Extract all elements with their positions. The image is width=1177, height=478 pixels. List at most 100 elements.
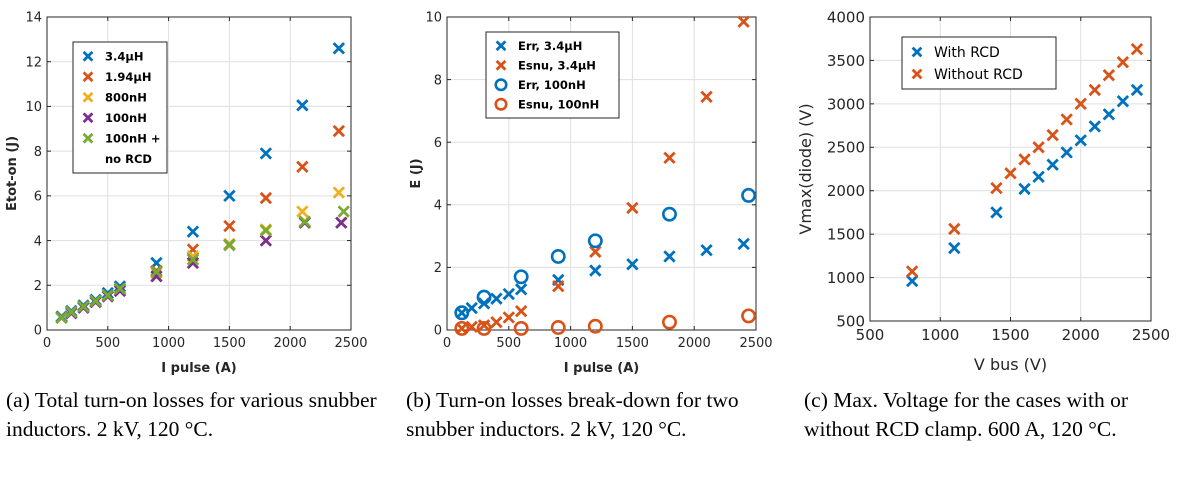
data-point bbox=[476, 320, 492, 336]
data-point bbox=[1074, 134, 1087, 147]
legend: Err, 3.4μH Esnu, 3.4μH Err, 100nH Esnu, 100… bbox=[485, 31, 620, 119]
data-point bbox=[113, 284, 127, 298]
data-point bbox=[990, 206, 1003, 219]
legend-label: 100nH + bbox=[105, 131, 160, 145]
chart-panel-a: 0 500 1000 1500 2000 2500 0 2 4 6 8 10 12 14 I pulse (… bbox=[0, 0, 395, 380]
x-tick-label: 0 bbox=[443, 336, 451, 351]
plot-frame bbox=[46, 16, 352, 331]
chart-b: 0 500 1000 1500 2000 2500 0 2 4 6 8 10 I pulse (A) E … bbox=[409, 11, 773, 376]
data-point bbox=[296, 205, 309, 218]
x-tick-label: 500 bbox=[856, 326, 885, 344]
y-tick-label: 6 bbox=[34, 190, 42, 205]
y-tick-label: 14 bbox=[25, 11, 42, 26]
data-point bbox=[186, 256, 200, 270]
data-point bbox=[1130, 83, 1144, 97]
legend-marker bbox=[494, 78, 508, 92]
legend-marker bbox=[82, 71, 94, 83]
legend-label: Esnu, 100nH bbox=[518, 97, 599, 111]
legend-marker bbox=[82, 50, 94, 62]
y-tick-label: 500 bbox=[836, 312, 865, 330]
data-point bbox=[741, 308, 757, 324]
x-tick-label: 2000 bbox=[1062, 326, 1100, 344]
data-point bbox=[1018, 153, 1031, 166]
data-point bbox=[186, 253, 200, 266]
data-point bbox=[905, 274, 919, 288]
legend-marker bbox=[911, 46, 923, 58]
data-point bbox=[298, 215, 311, 228]
legend-label: no RCD bbox=[105, 152, 152, 166]
data-point bbox=[905, 265, 919, 278]
data-point bbox=[259, 147, 273, 160]
data-point bbox=[662, 206, 677, 222]
data-point bbox=[454, 320, 470, 336]
legend-label: With RCD bbox=[934, 45, 1000, 61]
x-axis-label: I pulse (A) bbox=[564, 361, 639, 376]
x-tick-label: 2500 bbox=[334, 336, 367, 351]
legend-label: Esnu, 3.4μH bbox=[518, 58, 596, 72]
data-point bbox=[1116, 95, 1130, 108]
data-point bbox=[223, 219, 236, 233]
data-point bbox=[626, 201, 639, 215]
data-point bbox=[296, 160, 309, 173]
y-tick-label: 10 bbox=[25, 100, 42, 115]
data-point bbox=[1046, 158, 1059, 171]
data-point bbox=[337, 205, 350, 218]
x-tick-label: 1500 bbox=[616, 336, 649, 351]
caption-a-text: (a) Total turn-on losses for various snu… bbox=[6, 388, 377, 441]
y-tick-label: 8 bbox=[434, 73, 442, 88]
series-3 bbox=[55, 216, 348, 324]
series-1 bbox=[905, 42, 1144, 278]
x-tick-label: 2500 bbox=[1132, 326, 1170, 344]
data-point bbox=[589, 245, 602, 258]
data-point bbox=[454, 305, 470, 321]
data-point bbox=[737, 15, 750, 28]
data-point bbox=[55, 311, 68, 324]
data-point bbox=[259, 234, 273, 247]
data-point bbox=[186, 225, 200, 238]
data-point bbox=[490, 292, 503, 305]
series-0 bbox=[455, 237, 750, 319]
data-point bbox=[332, 186, 346, 199]
data-point bbox=[101, 289, 114, 302]
y-tick-label: 2 bbox=[34, 279, 42, 294]
y-tick-label: 0 bbox=[434, 324, 442, 339]
caption-c: (c) Max. Voltage for the cases with or w… bbox=[804, 386, 1174, 444]
data-point bbox=[550, 320, 566, 335]
data-point bbox=[587, 318, 603, 334]
caption-a: (a) Total turn-on losses for various snu… bbox=[6, 386, 386, 444]
y-tick-label: 4 bbox=[34, 234, 42, 249]
data-point bbox=[990, 181, 1003, 195]
series-3 bbox=[454, 308, 757, 336]
y-tick-label: 2500 bbox=[827, 139, 865, 157]
y-tick-label: 1000 bbox=[827, 269, 865, 287]
legend-marker bbox=[495, 59, 507, 71]
chart-c: 500 1000 1500 2000 2500 500 1000 1500 2000 2500 30… bbox=[796, 8, 1170, 374]
data-point bbox=[101, 286, 114, 300]
x-axis-label: I pulse (A) bbox=[161, 361, 236, 376]
series-1 bbox=[455, 15, 750, 335]
y-tick-label: 0 bbox=[34, 324, 42, 339]
legend-label: Err, 3.4μH bbox=[518, 39, 582, 53]
data-point bbox=[663, 151, 676, 165]
data-point bbox=[513, 269, 529, 285]
data-point bbox=[332, 42, 346, 55]
data-point bbox=[113, 280, 127, 293]
y-tick-label: 4 bbox=[434, 198, 442, 213]
data-point bbox=[552, 279, 565, 293]
data-point bbox=[296, 99, 309, 112]
data-point bbox=[550, 248, 566, 264]
data-point bbox=[113, 282, 127, 295]
data-point bbox=[626, 258, 639, 271]
data-point bbox=[490, 315, 503, 329]
y-tick-label: 10 bbox=[425, 11, 442, 26]
data-point bbox=[700, 90, 713, 104]
x-tick-label: 500 bbox=[496, 336, 521, 351]
legend-marker bbox=[911, 68, 923, 80]
x-tick-label: 1500 bbox=[213, 336, 246, 351]
data-point bbox=[1032, 141, 1045, 154]
data-point bbox=[1032, 170, 1045, 184]
y-axis-label: E (J) bbox=[409, 158, 424, 188]
data-point bbox=[332, 124, 346, 138]
data-point bbox=[737, 237, 750, 251]
data-point bbox=[1046, 128, 1059, 142]
